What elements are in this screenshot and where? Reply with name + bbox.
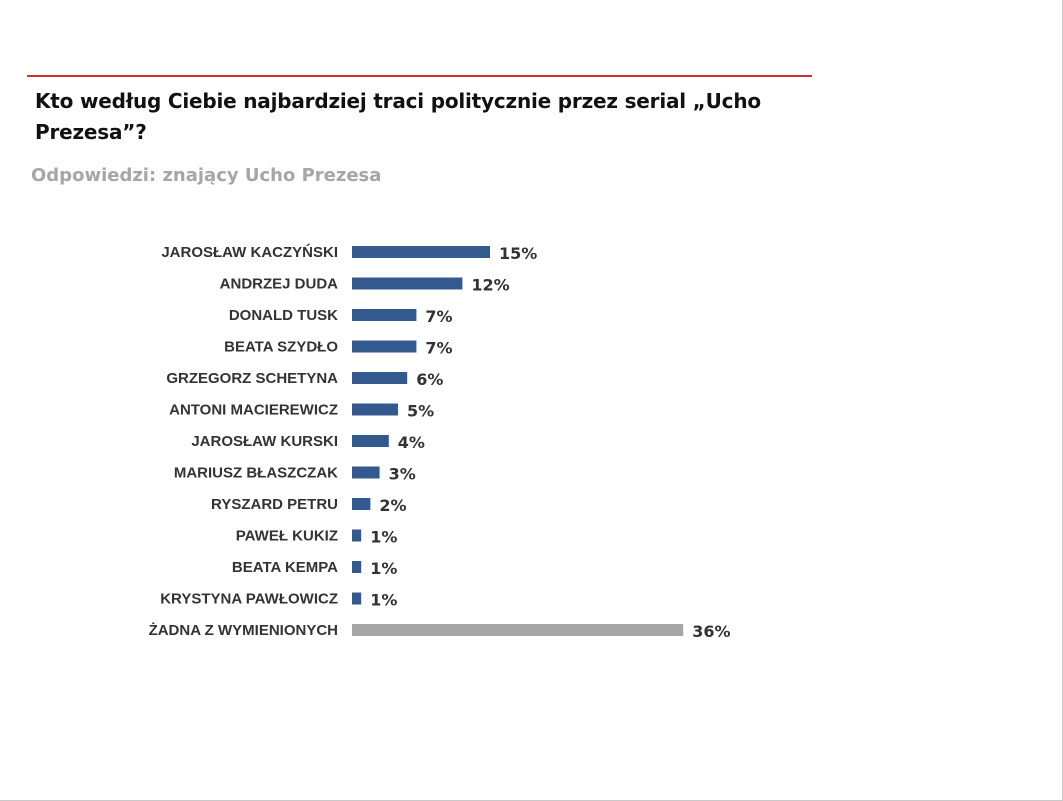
data-label: 15% — [499, 244, 537, 263]
data-label: 7% — [425, 307, 452, 326]
data-label: 5% — [407, 402, 434, 421]
category-label: ŻADNA Z WYMIENIONYCH — [149, 622, 338, 639]
data-label: 1% — [370, 591, 397, 610]
bar — [352, 372, 408, 384]
value-labels: 15% 12% 7% 7% 6% 5% 4% 3% 2% 1% 1% 1% 36% — [370, 244, 730, 641]
category-label: BEATA KEMPA — [232, 559, 338, 576]
chart-title: Kto według Ciebie najbardziej traci poli… — [35, 89, 761, 144]
category-labels: JAROSŁAW KACZYŃSKI ANDRZEJ DUDA DONALD TUS… — [149, 244, 339, 639]
bar — [352, 435, 389, 447]
chart-subtitle: Odpowiedzi: znający Ucho Prezesa — [31, 165, 382, 186]
category-label: ANTONI MACIEREWICZ — [169, 402, 338, 419]
data-label: 2% — [379, 496, 406, 515]
category-label: JAROSŁAW KURSKI — [191, 433, 338, 450]
bar — [352, 498, 371, 510]
bar — [352, 340, 417, 353]
bar — [352, 466, 380, 479]
category-label: PAWEŁ KUKIZ — [236, 528, 338, 545]
category-label: MARIUSZ BŁASZCZAK — [174, 465, 338, 482]
title-divider — [27, 75, 812, 77]
data-label: 1% — [370, 559, 397, 578]
bar — [352, 561, 362, 573]
category-label: BEATA SZYDŁO — [224, 339, 338, 356]
category-label: ANDRZEJ DUDA — [220, 276, 339, 293]
bar — [352, 529, 362, 542]
data-label: 7% — [425, 339, 452, 358]
category-label: KRYSTYNA PAWŁOWICZ — [160, 591, 338, 608]
bar — [352, 309, 417, 321]
bar — [352, 403, 398, 416]
category-label: GRZEGORZ SCHETYNA — [166, 370, 338, 387]
data-label: 4% — [398, 433, 425, 452]
bar — [352, 624, 684, 636]
category-label: JAROSŁAW KACZYŃSKI — [161, 244, 338, 261]
bar — [352, 277, 463, 290]
category-label: RYSZARD PETRU — [211, 496, 338, 513]
data-label: 36% — [692, 622, 730, 641]
data-label: 12% — [471, 276, 509, 295]
bar — [352, 592, 362, 605]
bar — [352, 246, 490, 258]
data-label: 1% — [370, 528, 397, 547]
category-label: DONALD TUSK — [229, 307, 338, 324]
bars — [352, 246, 684, 636]
data-label: 3% — [389, 465, 416, 484]
data-label: 6% — [416, 370, 443, 389]
